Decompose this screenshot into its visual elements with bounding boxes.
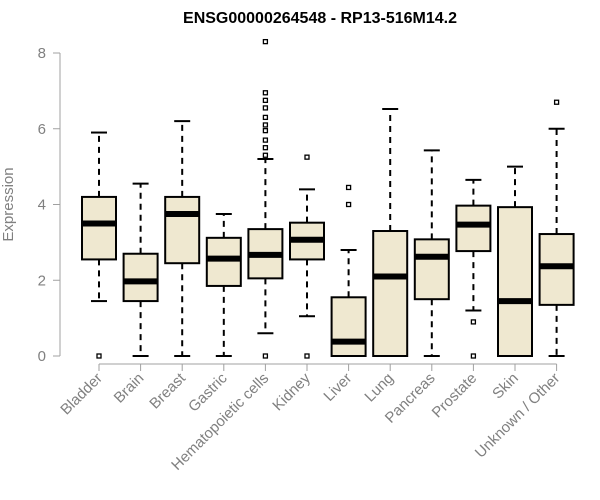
box-breast [164, 120, 201, 357]
box-unknown-other [538, 99, 575, 357]
box-lung [372, 108, 409, 357]
outlier-point [345, 184, 352, 191]
chart-title: ENSG00000264548 - RP13-516M14.2 [183, 10, 457, 27]
box-iqr [372, 230, 409, 357]
box-iqr [81, 195, 117, 261]
box-skin [497, 165, 533, 357]
box-bladder [81, 131, 117, 359]
y-tick-label: 6 [38, 121, 46, 138]
outlier-point [262, 152, 269, 158]
box-series [81, 38, 575, 359]
y-tick-label: 8 [38, 45, 46, 62]
outlier-point [262, 145, 269, 151]
box-gastric [205, 212, 242, 357]
outlier-point [262, 90, 269, 96]
outlier-point [262, 38, 269, 45]
box-iqr [538, 233, 575, 306]
y-tick-label: 4 [38, 197, 46, 214]
outlier-point [262, 127, 269, 134]
box-pancreas [413, 149, 450, 357]
x-tick-label: Bladder [57, 370, 106, 419]
box-hematopoietic-cells [247, 38, 284, 359]
box-iqr [497, 206, 533, 357]
outlier-point [262, 97, 269, 103]
x-tick-label: Skin [489, 370, 522, 403]
box-kidney [289, 154, 325, 359]
outlier-point [262, 105, 269, 111]
box-iqr [205, 236, 242, 287]
x-tick-label: Brain [111, 370, 148, 407]
outlier-point [262, 122, 269, 128]
box-iqr [164, 195, 201, 265]
box-iqr [455, 204, 492, 253]
y-axis: 0 2 4 6 8 [38, 45, 61, 365]
x-tick-label: Liver [320, 370, 355, 405]
box-prostate [455, 178, 492, 359]
outlier-point [553, 99, 560, 105]
box-liver [330, 184, 367, 358]
outlier-point [470, 353, 477, 359]
x-tick-label: Kidney [269, 369, 314, 414]
box-iqr [330, 296, 367, 358]
box-iqr [413, 238, 450, 301]
outlier-point [96, 353, 102, 359]
outlier-point [470, 319, 477, 325]
outlier-point [262, 353, 269, 359]
box-iqr [122, 252, 159, 303]
outlier-point [304, 353, 310, 359]
x-tick-label: Prostate [429, 370, 481, 422]
outlier-point [262, 114, 269, 121]
y-tick-label: 2 [38, 272, 46, 289]
outlier-point [345, 201, 352, 208]
y-axis-label: Expression [0, 167, 17, 241]
x-tick-label: Lung [361, 370, 397, 406]
x-tick-label: Breast [146, 369, 189, 412]
outlier-point [262, 137, 269, 143]
y-tick-label: 0 [38, 348, 46, 365]
outlier-point [304, 154, 310, 160]
box-brain [122, 182, 159, 357]
